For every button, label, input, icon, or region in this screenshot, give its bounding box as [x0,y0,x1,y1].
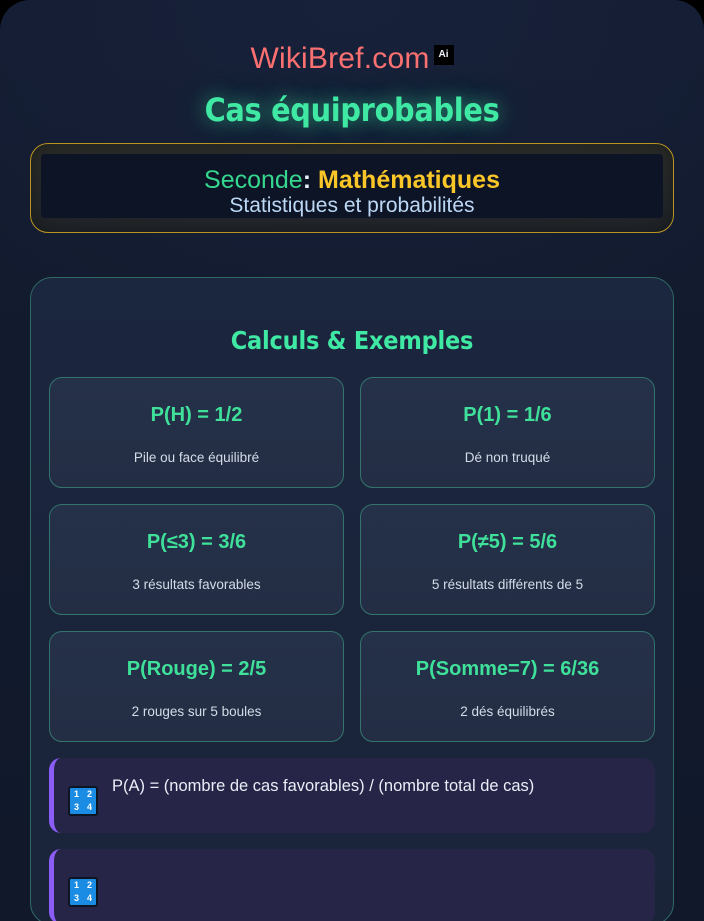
section-title: Calculs & Exemples [230,325,474,355]
input-numbers-icon: 1 2 3 4 [68,785,98,816]
course-theme: Statistiques et probabilités [229,193,475,217]
brand-header: WikiBref.com Ai [0,0,704,74]
formula-expression: P(≤3) = 3/6 [146,530,247,553]
formula-expression: P(≠5) = 5/6 [457,530,558,553]
formula-description: Pile ou face équilibré [133,449,260,465]
course-meta-line: Seconde: Mathématiques [51,166,653,195]
formula-card: P(≠5) = 5/6 5 résultats différents de 5 [360,503,655,615]
formula-description: 2 rouges sur 5 boules [131,703,262,719]
input-numbers-glyph: 3 [73,892,79,903]
input-numbers-glyph: 4 [86,801,92,812]
formula-description: Dé non truqué [464,449,551,465]
course-meta-card: Seconde: Mathématiques Statistiques et p… [30,143,674,233]
course-subject: Mathématiques [318,166,500,194]
input-numbers-glyph: 2 [86,879,92,890]
note-box: 1 2 3 4 [49,848,655,921]
input-numbers-glyph: 4 [86,892,92,903]
ai-badge-icon: Ai [433,45,454,65]
formula-description: 5 résultats différents de 5 [431,576,584,592]
input-numbers-glyph: 2 [86,788,92,799]
formula-description: 3 résultats favorables [132,576,261,592]
course-meta-inner-panel: Seconde: Mathématiques [41,154,663,218]
formula-description: 2 dés équilibrés [460,703,555,719]
input-numbers-icon: 1 2 3 4 [68,876,98,907]
formula-expression: P(1) = 1/6 [463,403,552,426]
input-numbers-glyph: 1 [73,788,79,799]
formula-expression: P(Rouge) = 2/5 [126,657,267,680]
formula-card: P(1) = 1/6 Dé non truqué [360,376,655,488]
formula-grid: P(H) = 1/2 Pile ou face équilibré P(1) =… [49,376,655,742]
note-box: 1 2 3 4 P(A) = (nombre de cas favorables… [49,757,655,833]
content-card: Calculs & Exemples P(H) = 1/2 Pile ou fa… [30,276,674,921]
formula-expression: P(H) = 1/2 [150,403,243,426]
formula-card: P(Somme=7) = 6/36 2 dés équilibrés [360,630,655,742]
formula-card: P(≤3) = 3/6 3 résultats favorables [49,503,344,615]
input-numbers-glyph: 3 [73,801,79,812]
formula-expression: P(Somme=7) = 6/36 [415,657,600,680]
formula-card: P(H) = 1/2 Pile ou face équilibré [49,376,344,488]
course-meta-separator: : [302,166,312,194]
page-title: Cas équiprobables [204,91,500,129]
brand-name: WikiBref.com [250,42,430,75]
note-text: P(A) = (nombre de cas favorables) / (nom… [112,776,535,795]
formula-card: P(Rouge) = 2/5 2 rouges sur 5 boules [49,630,344,742]
course-level: Seconde [204,166,303,194]
input-numbers-glyph: 1 [73,879,79,890]
